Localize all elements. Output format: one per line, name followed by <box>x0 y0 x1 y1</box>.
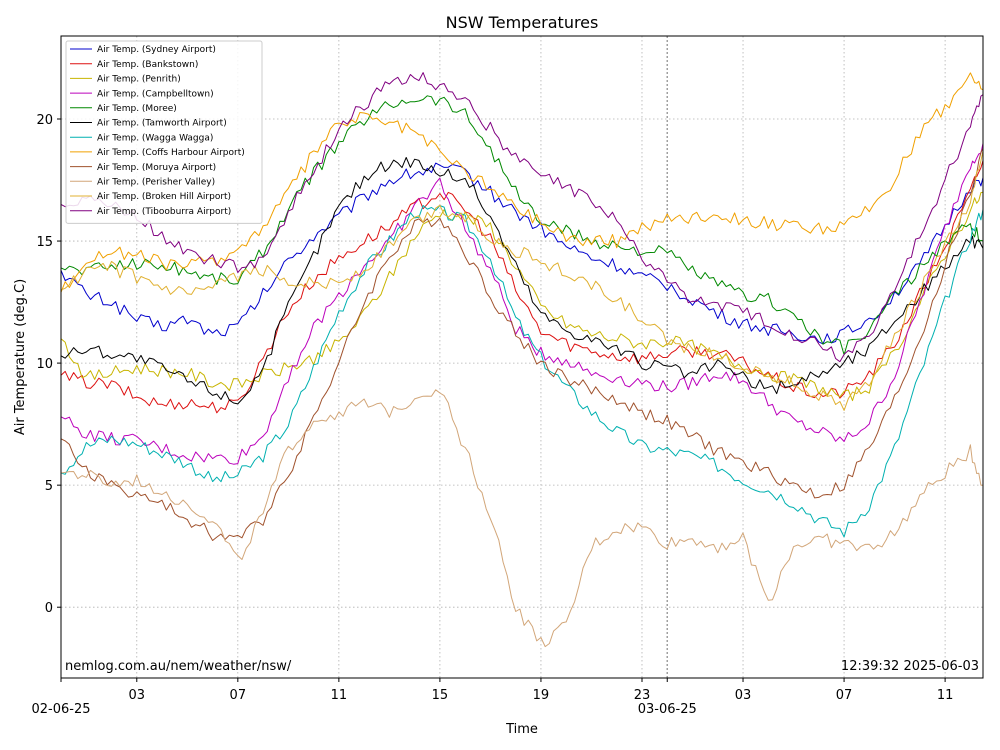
x-tick-label: 03 <box>129 688 146 703</box>
timestamp-annotation: 12:39:32 2025-06-03 <box>841 659 979 674</box>
series-line <box>60 157 984 405</box>
x-tick-label: 07 <box>836 688 853 703</box>
y-axis-label: Air Temperature (deg.C) <box>13 279 28 435</box>
legend-entry: Air Temp. (Moree) <box>97 104 177 114</box>
y-axis-ticks: 0 5 10 15 20 <box>36 113 61 616</box>
x-axis-label: Time <box>505 722 538 737</box>
x-tick-label: 11 <box>937 688 954 703</box>
legend-entry: Air Temp. (Sydney Airport) <box>97 45 216 55</box>
series-line <box>60 72 984 293</box>
series-line <box>60 205 984 538</box>
chart-title: NSW Temperatures <box>446 13 599 32</box>
legend-entry: Air Temp. (Coffs Harbour Airport) <box>97 148 245 158</box>
legend-entry: Air Temp. (Broken Hill Airport) <box>97 192 231 202</box>
x-tick-label: 11 <box>331 688 348 703</box>
series-line <box>60 191 984 402</box>
series-line <box>60 148 984 541</box>
series-line <box>60 150 984 411</box>
y-tick-label: 0 <box>45 601 53 616</box>
legend-entry: Air Temp. (Wagga Wagga) <box>97 133 213 143</box>
series-lines <box>60 72 984 648</box>
legend-entry: Air Temp. (Penrith) <box>97 75 181 85</box>
x-tick-label: 23 <box>634 688 651 703</box>
legend-entry: Air Temp. (Tamworth Airport) <box>97 119 227 129</box>
series-line <box>60 389 983 648</box>
x-tick-label: 03 <box>735 688 752 703</box>
x-date-label: 02-06-25 <box>31 702 90 717</box>
series-line <box>60 143 984 465</box>
legend: Air Temp. (Sydney Airport) Air Temp. (Ban… <box>65 40 263 224</box>
x-tick-label: 15 <box>432 688 449 703</box>
legend-entry: Air Temp. (Tibooburra Airport) <box>97 207 231 217</box>
legend-entry: Air Temp. (Campbelltown) <box>97 89 214 99</box>
x-tick-label: 07 <box>230 688 247 703</box>
y-tick-label: 10 <box>36 357 53 372</box>
legend-box <box>65 40 263 224</box>
y-tick-label: 20 <box>36 113 53 128</box>
x-tick-label: 19 <box>533 688 550 703</box>
y-tick-label: 5 <box>45 479 53 494</box>
source-annotation: nemlog.com.au/nem/weather/nsw/ <box>65 659 292 674</box>
y-tick-label: 15 <box>36 235 53 250</box>
plot-frame <box>60 35 984 679</box>
series-line <box>60 72 984 363</box>
legend-entry: Air Temp. (Bankstown) <box>97 60 198 70</box>
x-date-label: 03-06-25 <box>638 702 697 717</box>
series-line <box>60 162 984 345</box>
legend-entry: Air Temp. (Moruya Airport) <box>97 163 216 173</box>
series-line <box>60 95 984 356</box>
legend-entry: Air Temp. (Perisher Valley) <box>97 178 215 188</box>
series-line <box>60 160 984 414</box>
